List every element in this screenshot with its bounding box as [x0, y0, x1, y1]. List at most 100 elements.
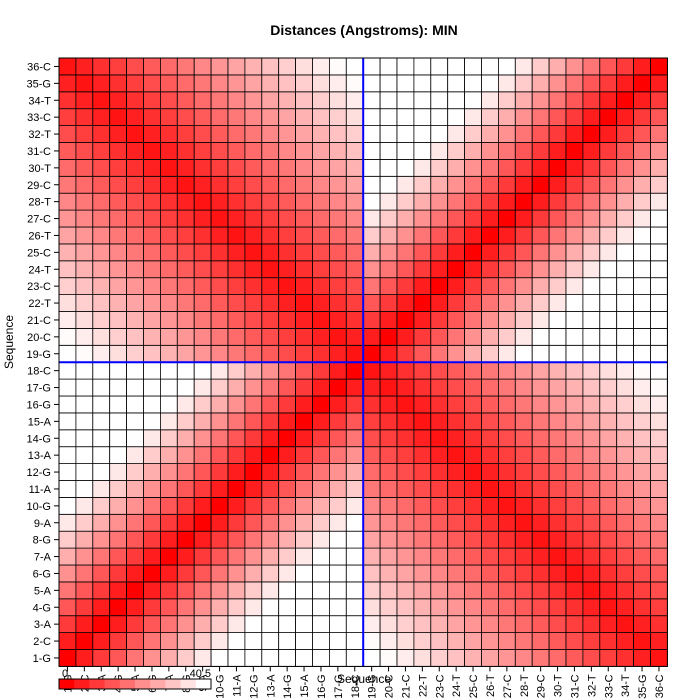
heatmap-cell [328, 175, 347, 194]
y-tick-label: 10-G [27, 501, 51, 513]
heatmap-cell [261, 649, 280, 667]
heatmap-cell [227, 649, 246, 667]
heatmap-cell [345, 125, 364, 143]
heatmap-cell [447, 209, 466, 228]
legend-swatch [135, 679, 151, 689]
heatmap-cell [396, 260, 415, 279]
heatmap-cell [633, 74, 651, 93]
heatmap-cell [481, 632, 499, 650]
heatmap-cell [278, 463, 297, 481]
heatmap-cell [176, 378, 195, 397]
heatmap-cell [497, 412, 516, 431]
heatmap-cell [75, 192, 94, 211]
heatmap-cell [599, 581, 618, 600]
heatmap-cell [430, 142, 449, 160]
heatmap-cell [261, 142, 280, 160]
heatmap-cell [362, 513, 381, 532]
heatmap-cell [261, 581, 280, 600]
heatmap-cell [379, 649, 398, 667]
heatmap-cell [261, 412, 280, 431]
heatmap-cell [227, 327, 246, 346]
heatmap-cell [159, 378, 178, 397]
heatmap-cell [464, 243, 482, 262]
heatmap-cell [295, 260, 313, 279]
heatmap-cell [143, 311, 161, 329]
heatmap-cell [616, 649, 635, 667]
heatmap-cell [75, 598, 94, 617]
heatmap-cell [176, 615, 195, 634]
legend-max-label: 40.5 [190, 668, 211, 680]
heatmap-cell [345, 632, 364, 650]
heatmap-cell [143, 378, 161, 397]
heatmap-cell [312, 513, 330, 532]
heatmap-cell [109, 547, 127, 566]
heatmap-cell [159, 632, 178, 650]
heatmap-cell [75, 581, 94, 600]
heatmap-cell [193, 91, 212, 110]
heatmap-cell [176, 581, 195, 600]
heatmap-cell [548, 74, 567, 93]
heatmap-cell [126, 108, 144, 126]
heatmap-cell [582, 209, 601, 228]
heatmap-cell [244, 581, 263, 600]
heatmap-cell [143, 158, 161, 177]
heatmap-cell [176, 564, 195, 583]
heatmap-cell [210, 158, 229, 177]
heatmap-cell [278, 429, 297, 448]
heatmap-cell [295, 243, 313, 262]
heatmap-cell [244, 311, 263, 329]
heatmap-cell [244, 513, 263, 532]
heatmap-cell [362, 57, 381, 76]
heatmap-cell [261, 294, 280, 312]
heatmap-cell [481, 260, 499, 279]
heatmap-cell [159, 446, 178, 465]
heatmap-cell [176, 57, 195, 76]
heatmap-cell [210, 91, 229, 110]
heatmap-cell [244, 378, 263, 397]
heatmap-cell [481, 327, 499, 346]
heatmap-cell [75, 632, 94, 650]
heatmap-cell [92, 446, 111, 465]
heatmap-cell [328, 378, 347, 397]
heatmap-cell [261, 175, 280, 194]
heatmap-cell [565, 446, 584, 465]
plot-frame [58, 57, 668, 667]
heatmap-cell [379, 344, 398, 363]
legend-swatch [104, 679, 121, 689]
heatmap-cell [345, 412, 364, 431]
heatmap-cell [227, 192, 246, 211]
heatmap-cell [261, 226, 280, 245]
heatmap-cell [548, 57, 567, 76]
heatmap-cell [430, 311, 449, 329]
heatmap-cell [582, 429, 601, 448]
heatmap-cell [633, 530, 651, 549]
heatmap-cell [430, 277, 449, 296]
heatmap-cell [616, 429, 635, 448]
heatmap-cell [193, 125, 212, 143]
heatmap-cell [75, 429, 94, 448]
heatmap-cell [379, 209, 398, 228]
heatmap-cell [176, 175, 195, 194]
heatmap-cell [379, 513, 398, 532]
heatmap-cell [481, 412, 499, 431]
heatmap-cell [210, 243, 229, 262]
heatmap-cell [362, 412, 381, 431]
heatmap-cell [396, 74, 415, 93]
heatmap-cell [109, 158, 127, 177]
heatmap-cell [227, 344, 246, 363]
heatmap-cell [126, 344, 144, 363]
heatmap-cell [650, 480, 668, 498]
heatmap-cell [548, 294, 567, 312]
heatmap-cell [464, 530, 482, 549]
heatmap-cell [464, 74, 482, 93]
heatmap-cell [92, 243, 111, 262]
heatmap-cell [278, 378, 297, 397]
heatmap-cell [159, 463, 178, 481]
crosshair [59, 58, 668, 667]
heatmap-cell [210, 412, 229, 431]
heatmap-cell [143, 480, 161, 498]
heatmap-cell [227, 108, 246, 126]
heatmap-cell [413, 429, 432, 448]
heatmap-cell [58, 564, 77, 583]
heatmap-cell [345, 158, 364, 177]
